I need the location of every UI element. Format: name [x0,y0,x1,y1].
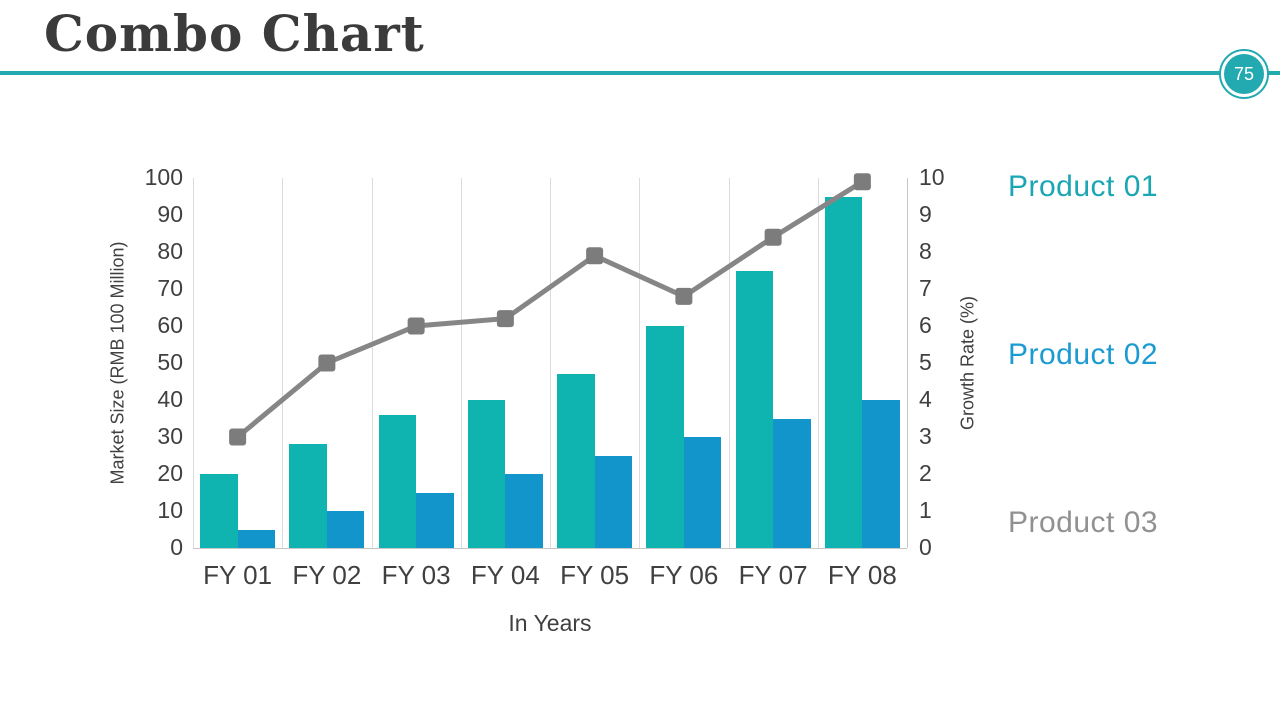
line-marker-square [853,173,871,191]
x-axis-tick-label: FY 01 [203,560,273,590]
legend-item-product-03: Product 03 [1008,506,1159,539]
legend-item-product-01: Product 01 [1008,170,1159,203]
vertical-gridline [282,178,284,548]
right-axis-tick-label: 1 [919,497,932,523]
bar-product-02 [773,418,811,548]
bar-product-01 [646,326,684,548]
bar-product-01 [200,474,238,548]
page-number-badge: 75 [1219,49,1269,99]
right-axis-tick-label: 5 [919,349,932,375]
right-axis-tick-label: 4 [919,386,932,412]
x-axis-line [193,548,907,549]
line-marker-square [318,354,336,372]
vertical-gridline [639,178,641,548]
left-axis-tick-label: 0 [170,534,183,560]
right-axis-tick-label: 2 [919,460,932,486]
bar-product-01 [378,414,417,548]
x-axis-tick-label: FY 05 [560,560,630,590]
page-title: Combo Chart [44,4,425,63]
right-axis-tick-label: 10 [919,164,945,190]
vertical-gridline [550,178,551,548]
right-axis-tick-label: 0 [919,534,932,560]
left-axis-tick-label: 50 [157,349,183,375]
right-axis-tick-label: 9 [919,201,932,227]
vertical-gridline [371,178,373,548]
x-axis-tick-label: FY 02 [292,560,362,590]
right-axis-tick-label: 7 [919,275,932,301]
right-axis-line [907,178,908,548]
chart-legend: Product 01 Product 02 Product 03 [1008,0,1268,720]
legend-item-product-02: Product 02 [1008,338,1159,371]
vertical-gridline [193,178,194,548]
left-axis-tick-label: 70 [157,275,183,301]
line-marker-square [764,228,782,246]
x-axis-tick-label: FY 08 [827,560,897,590]
x-axis-title: In Years [508,610,592,636]
bar-product-01 [824,196,863,548]
x-axis-tick-label: FY 06 [649,560,719,590]
page-number: 75 [1224,54,1264,94]
left-axis-tick-label: 60 [157,312,183,338]
title-divider-line [0,71,1280,75]
line-marker-square [586,247,604,265]
left-axis-tick-label: 100 [144,164,183,190]
bar-product-01 [557,374,595,548]
left-axis-tick-label: 30 [157,423,183,449]
bar-product-01 [289,444,327,548]
vertical-gridline [460,178,462,548]
vertical-gridline [817,178,819,548]
bar-product-02 [594,455,633,548]
bar-product-01 [467,400,506,548]
x-axis-tick-label: FY 07 [738,560,808,590]
right-axis-tick-label: 3 [919,423,932,449]
left-axis-tick-label: 10 [157,497,183,523]
line-marker-square [229,428,247,446]
vertical-gridline [728,178,730,548]
line-marker-square [675,287,693,305]
bar-product-02 [862,400,900,548]
bar-product-02 [237,529,276,548]
left-axis-tick-label: 80 [157,238,183,264]
left-axis-tick-label: 20 [157,460,183,486]
x-axis-tick-label: FY 04 [470,560,540,590]
bar-product-02 [416,492,454,548]
left-axis-tick-label: 40 [157,386,183,412]
left-axis-tick-label: 90 [157,201,183,227]
bar-product-02 [505,474,543,548]
line-marker-square [496,310,514,328]
right-axis-tick-label: 8 [919,238,932,264]
bar-product-01 [735,270,774,548]
bar-product-02 [326,511,365,548]
x-axis-tick-label: FY 03 [381,560,451,590]
bar-product-02 [683,437,722,548]
line-marker-square [407,317,425,335]
right-axis-tick-label: 6 [919,312,932,338]
